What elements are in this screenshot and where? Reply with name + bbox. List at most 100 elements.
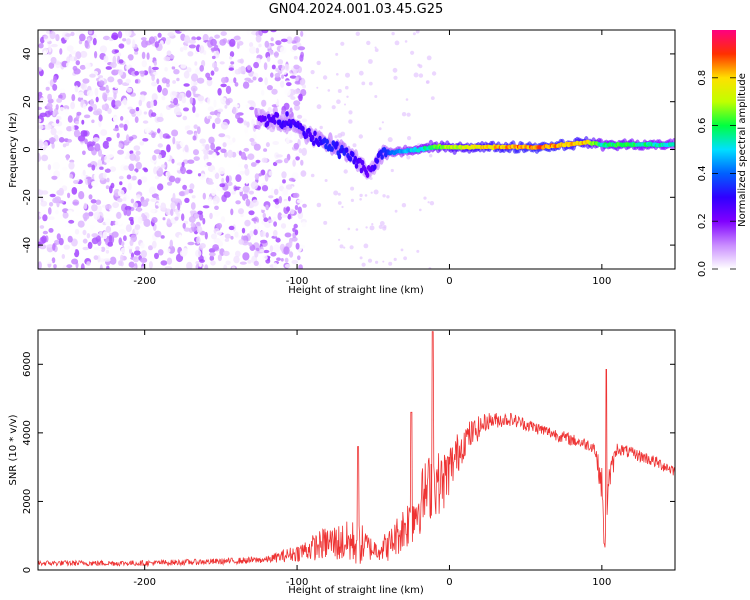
spectrogram-noise-blob xyxy=(207,97,211,105)
spectrogram-noise-blob xyxy=(122,97,127,106)
spectrogram-noise-blob xyxy=(292,159,296,167)
spectrogram-noise-blob xyxy=(122,197,127,202)
spectrogram-noise-blob xyxy=(382,194,386,198)
spectrogram-noise-blob xyxy=(38,140,44,148)
spectrogram-noise-blob xyxy=(151,240,157,249)
spectrogram-noise-blob xyxy=(46,102,53,109)
spectrogram-noise-blob xyxy=(133,250,141,256)
spectrogram-noise-blob xyxy=(125,64,131,70)
spectrogram-noise-blob xyxy=(175,263,180,269)
spectrogram-noise-blob xyxy=(270,72,274,78)
spectrogram-noise-blob xyxy=(38,124,44,130)
spectrogram-noise-blob xyxy=(71,258,79,265)
spectrogram-noise-blob xyxy=(188,189,194,194)
spectrogram-noise-blob xyxy=(79,33,86,42)
spectrogram-noise-blob xyxy=(250,162,257,167)
spectrogram-noise-blob xyxy=(246,64,252,71)
spectrogram-noise-blob xyxy=(123,165,130,171)
spectrogram-noise-blob xyxy=(261,185,269,192)
spectrogram-noise-blob xyxy=(270,252,277,257)
spectrogram-noise-blob xyxy=(289,107,293,113)
spectrogram-noise-blob xyxy=(361,262,366,267)
spectrogram-noise-blob xyxy=(67,115,73,123)
spectrogram-noise-blob xyxy=(94,51,98,59)
spectrogram-noise-blob xyxy=(282,187,289,196)
spectrogram-noise-blob xyxy=(233,255,240,264)
spectrogram-noise-blob xyxy=(282,69,287,75)
spectrogram-noise-blob xyxy=(48,137,56,143)
spectrogram-noise-blob xyxy=(378,224,383,229)
spectrogram-noise-blob xyxy=(232,106,237,115)
spectrogram-noise-blob xyxy=(148,261,153,269)
spectrogram-noise-blob xyxy=(383,225,387,229)
spectrogram-noise-blob xyxy=(388,261,393,266)
spectrogram-y-label: Frequency (Hz) xyxy=(8,112,19,188)
spectrogram-noise-blob xyxy=(87,241,93,249)
spectrogram-noise-blob xyxy=(272,141,280,145)
spectrogram-noise-blob xyxy=(77,220,85,228)
spectrogram-noise-blob xyxy=(61,254,65,259)
spectrogram-noise-blob xyxy=(236,43,240,49)
spectrogram-noise-blob xyxy=(129,108,136,114)
spectrogram-noise-blob xyxy=(127,54,134,61)
spectrogram-noise-blob xyxy=(378,127,382,131)
spectrogram-noise-blob xyxy=(99,86,106,91)
spectrogram-noise-blob xyxy=(73,180,79,184)
spectrogram-noise-blob xyxy=(299,79,305,86)
spectrogram-noise-blob xyxy=(235,250,241,257)
spectrogram-noise-blob xyxy=(336,73,339,76)
spectrogram-noise-blob xyxy=(146,52,150,60)
spectrogram-noise-blob xyxy=(263,217,269,222)
spectrogram-noise-blob xyxy=(220,234,225,242)
spectrogram-noise-blob xyxy=(46,30,50,37)
spectrogram-noise-blob xyxy=(154,252,159,260)
spectrogram-noise-blob xyxy=(187,159,195,164)
spectrogram-noise-blob xyxy=(270,37,274,42)
spectrogram-noise-blob xyxy=(316,104,322,110)
spectrogram-noise-blob xyxy=(83,114,91,119)
spectrogram-noise-blob xyxy=(286,206,291,212)
spectrogram-noise-blob xyxy=(58,137,65,143)
spectrogram-noise-blob xyxy=(89,98,94,107)
spectrogram-noise-blob xyxy=(281,74,285,79)
spectrogram-noise-blob xyxy=(343,246,346,249)
spectrogram-marks xyxy=(38,30,675,269)
spectrogram-noise-blob xyxy=(151,217,158,224)
spectrogram-noise-blob xyxy=(169,239,173,248)
spectrogram-noise-blob xyxy=(355,228,359,231)
spectrogram-noise-blob xyxy=(255,247,260,252)
spectrogram-ridge-point xyxy=(337,153,342,160)
spectrogram-noise-blob xyxy=(55,60,61,69)
spectrogram-noise-blob xyxy=(82,212,90,220)
spectrogram-noise-blob xyxy=(186,261,193,269)
spectrogram-noise-blob xyxy=(160,202,167,211)
spectrogram-noise-blob xyxy=(405,98,409,101)
spectrogram-noise-blob xyxy=(117,220,122,225)
spectrogram-noise-blob xyxy=(268,195,274,199)
spectrogram-noise-blob xyxy=(244,167,250,176)
spectrogram-noise-blob xyxy=(293,133,299,137)
spectrogram-noise-blob xyxy=(134,116,139,123)
spectrogram-noise-blob xyxy=(196,225,203,233)
spectrogram-noise-blob xyxy=(88,30,93,35)
spectrogram-noise-blob xyxy=(178,94,183,102)
spectrogram-noise-blob xyxy=(212,122,216,129)
spectrogram-noise-blob xyxy=(186,169,193,174)
spectrogram-noise-blob xyxy=(170,201,176,210)
spectrogram-noise-blob xyxy=(369,225,375,231)
spectrogram-noise-blob xyxy=(70,50,77,55)
spectrogram-noise-blob xyxy=(300,159,304,166)
spectrogram-noise-blob xyxy=(431,71,437,76)
spectrogram-noise-blob xyxy=(82,246,89,251)
y-tick-label: 6000 xyxy=(22,352,33,377)
spectrogram-noise-blob xyxy=(196,36,202,41)
spectrogram-noise-blob xyxy=(229,51,235,58)
spectrogram-noise-blob xyxy=(175,208,179,215)
y-tick-label: 0 xyxy=(22,567,33,573)
spectrogram-noise-blob xyxy=(350,186,355,191)
spectrogram-noise-blob xyxy=(199,212,204,221)
spectrogram-noise-blob xyxy=(118,237,123,246)
spectrogram-noise-blob xyxy=(45,259,53,264)
spectrogram-noise-blob xyxy=(78,191,85,200)
spectrogram-noise-blob xyxy=(392,67,398,73)
